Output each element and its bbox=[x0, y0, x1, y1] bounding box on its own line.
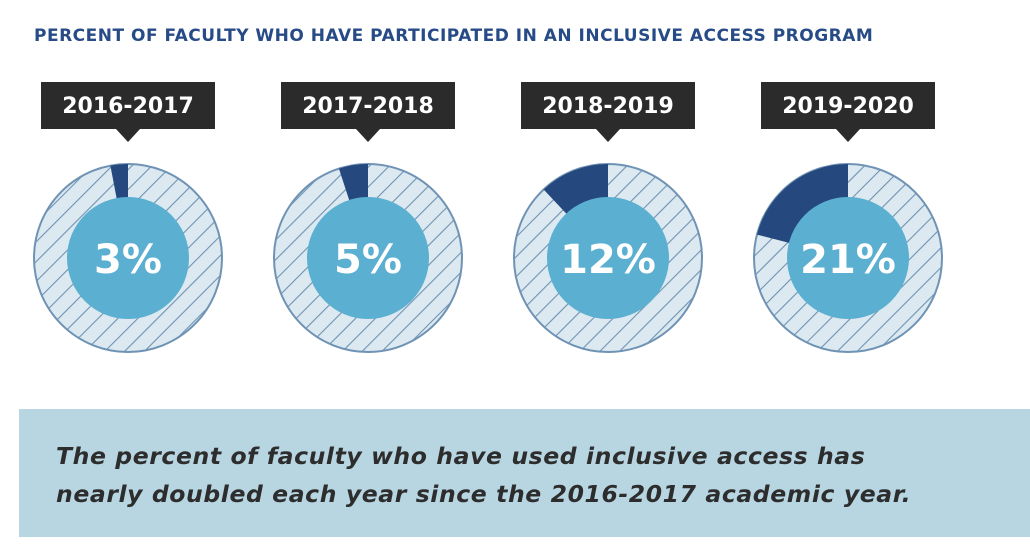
summary-line-1: The percent of faculty who have used inc… bbox=[56, 442, 866, 470]
donut-center bbox=[787, 197, 909, 319]
donut-2018-2019: 2018-2019 12% bbox=[513, 82, 703, 353]
year-label: 2019-2020 bbox=[782, 94, 914, 119]
chart-title: PERCENT OF FACULTY WHO HAVE PARTICIPATED… bbox=[34, 26, 874, 46]
year-label-tag bbox=[761, 82, 935, 142]
summary-text: The percent of faculty who have used inc… bbox=[56, 437, 1016, 513]
year-label-tag bbox=[281, 82, 455, 142]
summary-banner bbox=[19, 409, 1030, 537]
donut-chart-group: 2016-2017 3% 2017-2018 5% 2018-2019 12% 2019-2… bbox=[33, 82, 943, 353]
summary-line-2: nearly doubled each year since the 2016-… bbox=[56, 480, 912, 508]
donut-center bbox=[307, 197, 429, 319]
year-label: 2016-2017 bbox=[62, 94, 194, 119]
value-label: 21% bbox=[800, 237, 896, 283]
donut-2017-2018: 2017-2018 5% bbox=[273, 82, 463, 353]
donut-center bbox=[67, 197, 189, 319]
donut-2019-2020: 2019-2020 21% bbox=[753, 82, 943, 353]
donut-2016-2017: 2016-2017 3% bbox=[33, 82, 223, 353]
year-label-tag bbox=[521, 82, 695, 142]
year-label: 2017-2018 bbox=[302, 94, 434, 119]
value-label: 5% bbox=[334, 237, 402, 283]
year-label: 2018-2019 bbox=[542, 94, 674, 119]
year-label-tag bbox=[41, 82, 215, 142]
value-label: 12% bbox=[560, 237, 656, 283]
value-label: 3% bbox=[94, 237, 162, 283]
donut-center bbox=[547, 197, 669, 319]
